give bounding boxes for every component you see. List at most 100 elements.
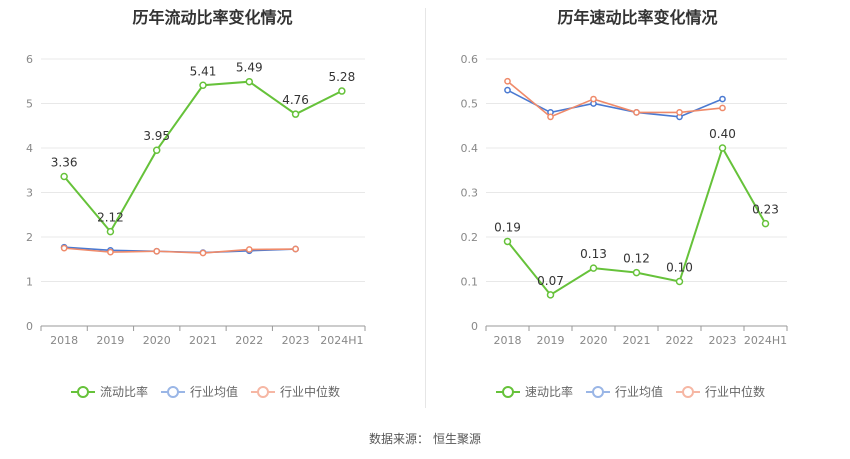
data-label: 0.07 [537, 274, 564, 288]
legend-marker-icon [257, 386, 269, 398]
primary-ratio-point [546, 291, 555, 299]
primary-ratio-point [761, 219, 770, 228]
legend-label: 行业中位数 [280, 384, 340, 399]
industry-median-point [60, 244, 68, 252]
quick-ratio-chart: 0 0.1 0.2 0.3 0.4 0.5 0.6 2018 2019 2020 2021 2022 2… [461, 53, 788, 399]
legend-item-industry-average: 行业均值 [586, 384, 663, 399]
data-label: 0.19 [494, 220, 521, 234]
industry-average-point [719, 95, 726, 103]
y-tick-label: 0.4 [461, 142, 479, 155]
data-label: 0.13 [580, 247, 607, 261]
x-tick-label: 2023 [282, 334, 310, 347]
primary-ratio-point [291, 110, 300, 118]
y-tick-label: 0.3 [461, 187, 479, 200]
industry-median-point [153, 247, 161, 255]
industry-median-point [504, 77, 511, 85]
legend-item-primary-ratio: 流动比率 [71, 384, 148, 399]
industry-median-point [633, 109, 640, 116]
industry-median-point [547, 113, 554, 121]
legend-marker-icon [167, 386, 179, 398]
industry-median-point [245, 246, 253, 253]
x-tick-label: 2022 [235, 334, 263, 347]
legend-marker-icon [77, 386, 89, 398]
y-tick-label: 1 [26, 276, 33, 289]
data-label: 3.36 [51, 155, 78, 169]
current-ratio-chart-panel: 历年流动比率变化情况 0 1 2 3 4 5 6 2018 2019 2020 2021 2022 20… [0, 0, 425, 420]
data-label: 0.12 [623, 252, 650, 266]
industry-median-point [676, 109, 683, 116]
legend-label: 流动比率 [100, 384, 148, 399]
legend-item-primary-ratio: 速动比率 [496, 384, 573, 399]
y-tick-label: 2 [26, 231, 33, 244]
industry-median-line [64, 247, 296, 254]
y-tick-label: 3 [26, 187, 33, 200]
y-tick-label: 6 [26, 53, 33, 66]
legend-label: 行业中位数 [705, 384, 765, 399]
industry-median-line [506, 80, 723, 118]
legend-label: 行业均值 [615, 384, 663, 399]
primary-ratio-point [106, 227, 115, 236]
data-label: 5.41 [190, 64, 217, 78]
y-tick-label: 4 [26, 142, 33, 155]
x-tick-label: 2018 [50, 334, 78, 347]
data-label: 5.28 [328, 70, 355, 84]
x-tick-label: 2020 [143, 334, 171, 347]
primary-ratio-point [338, 87, 346, 95]
primary-ratio-point [718, 144, 727, 152]
data-label: 5.49 [236, 61, 263, 75]
legend-item-industry-median: 行业中位数 [676, 384, 765, 399]
legend: 流动比率 行业均值 行业中位数 [71, 384, 340, 399]
industry-median-point [199, 249, 207, 257]
primary-ratio-point [589, 264, 598, 272]
industry-median-point [719, 104, 726, 112]
data-label: 2.12 [97, 211, 124, 225]
x-tick-label: 2021 [189, 334, 217, 347]
y-tick-label: 0.6 [461, 53, 479, 66]
chart-title: 历年流动比率变化情况 [132, 8, 293, 27]
primary-ratio-point [199, 81, 207, 90]
x-tick-label: 2023 [709, 334, 737, 347]
data-label: 4.76 [282, 93, 309, 107]
current-ratio-chart: 0 1 2 3 4 5 6 2018 2019 2020 2021 2022 2023 2024H1 3.3… [26, 53, 366, 399]
industry-average-point [504, 86, 511, 94]
y-tick-label: 0.5 [461, 98, 479, 111]
panel-divider [425, 8, 426, 408]
legend-marker-icon [502, 386, 514, 398]
primary-ratio-point [632, 268, 641, 277]
legend-marker-icon [682, 386, 694, 398]
legend-item-industry-median: 行业中位数 [251, 384, 340, 399]
data-label: 0.10 [666, 261, 693, 275]
legend: 速动比率 行业均值 行业中位数 [496, 384, 765, 399]
x-tick-label: 2020 [580, 334, 608, 347]
source-label: 数据来源： [368, 432, 429, 446]
legend-label: 行业均值 [190, 384, 238, 399]
y-tick-label: 0.1 [461, 276, 479, 289]
legend-marker-icon [592, 386, 604, 398]
x-tick-label: 2019 [96, 334, 124, 347]
y-tick-label: 0 [471, 320, 478, 333]
industry-median-point [292, 245, 299, 253]
x-tick-label: 2021 [623, 334, 651, 347]
industry-median-point [590, 95, 597, 103]
industry-average-line [507, 89, 723, 118]
legend-item-industry-average: 行业均值 [161, 384, 238, 399]
primary-ratio-point [503, 237, 512, 246]
x-tick-label: 2018 [494, 334, 522, 347]
y-tick-label: 0.2 [461, 231, 479, 244]
data-source-note: 数据来源： 恒生聚源 [0, 430, 850, 447]
chart-title: 历年速动比率变化情况 [557, 8, 718, 27]
x-tick-label: 2022 [666, 334, 694, 347]
quick-ratio-chart-panel: 历年速动比率变化情况 0 0.1 0.2 0.3 0.4 0.5 0.6 2018 2019 20… [425, 0, 850, 420]
data-label: 0.23 [752, 203, 779, 217]
data-label: 3.95 [143, 129, 170, 143]
primary-ratio-point [60, 172, 68, 181]
x-tick-label: 2024H1 [320, 334, 363, 347]
x-tick-label: 2024H1 [744, 334, 787, 347]
data-label: 0.40 [709, 127, 736, 141]
legend-label: 速动比率 [525, 384, 573, 399]
primary-ratio-point [152, 146, 161, 154]
source-value: 恒生聚源 [433, 432, 482, 446]
industry-median-point [107, 248, 114, 256]
x-tick-label: 2019 [537, 334, 565, 347]
primary-ratio-point [675, 277, 684, 286]
